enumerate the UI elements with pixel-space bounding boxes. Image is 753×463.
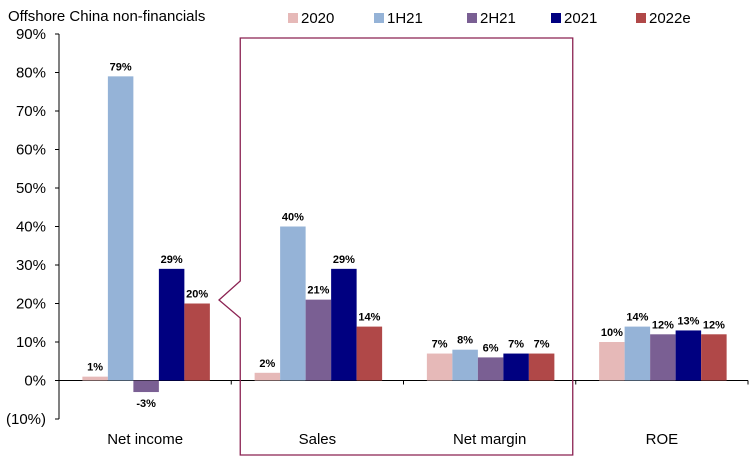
- bar-net-margin-2022e: [528, 353, 555, 381]
- legend-swatch-2022e: [636, 13, 646, 23]
- bar-sales-2020: [254, 372, 281, 381]
- bar-net-income-2h21: [133, 380, 159, 393]
- category-label-sales: Sales: [299, 431, 337, 448]
- legend-swatch-2020: [288, 13, 298, 23]
- data-label-roe-2021: 13%: [677, 315, 699, 327]
- legend-label-2022e: 2022e: [649, 10, 691, 27]
- y-tick-label: 20%: [16, 296, 46, 313]
- data-labels: 1% 79% -3% 29% 20% 2% 40% 21% 29% 14% 7% 8% 6% 7% 7% 10…: [87, 61, 725, 410]
- data-label-net-income-2020: 1%: [87, 362, 103, 374]
- y-tick-label: (10%): [6, 411, 46, 428]
- bar-sales-2021: [331, 268, 357, 381]
- data-label-sales-2021: 29%: [333, 254, 355, 266]
- chart-title: Offshore China non-financials: [8, 8, 205, 25]
- bar-net-income-2021: [158, 268, 185, 381]
- data-label-sales-1h21: 40%: [282, 212, 304, 224]
- bar-net-margin-1h21: [452, 349, 478, 381]
- category-label-roe: ROE: [646, 431, 679, 448]
- data-label-roe-2h21: 12%: [652, 319, 674, 331]
- bar-net-margin-2020: [426, 353, 453, 381]
- data-label-sales-2020: 2%: [259, 358, 275, 370]
- bar-net-margin-2h21: [477, 357, 504, 381]
- data-label-sales-2022e: 14%: [358, 312, 380, 324]
- highlight-frame: [218, 37, 574, 456]
- data-label-roe-1h21: 14%: [626, 312, 648, 324]
- category-label-net-margin: Net margin: [453, 431, 526, 448]
- highlight-box: [218, 37, 574, 456]
- bar-roe-2022e: [701, 334, 727, 381]
- legend-swatch-1h21: [374, 13, 384, 23]
- data-label-net-margin-2022e: 7%: [534, 339, 550, 351]
- y-axis-tick-labels: (10%) 0% 10% 20% 30% 40% 50% 60% 70% 80% 90%: [6, 26, 46, 428]
- y-tick-label: 40%: [16, 219, 46, 236]
- legend-swatch-2h21: [467, 13, 477, 23]
- data-label-net-income-2022e: 20%: [186, 289, 208, 301]
- y-tick-label: 90%: [16, 26, 46, 43]
- data-label-net-margin-1h21: 8%: [457, 335, 473, 347]
- y-tick-label: 60%: [16, 142, 46, 159]
- y-tick-label: 10%: [16, 334, 46, 351]
- data-label-net-margin-2h21: 6%: [483, 342, 499, 354]
- bar-net-margin-2021: [503, 353, 529, 381]
- bars: [82, 76, 727, 393]
- y-tick-label: 30%: [16, 257, 46, 274]
- bar-net-income-1h21: [107, 76, 134, 381]
- legend-label-1h21: 1H21: [387, 10, 423, 27]
- legend-label-2h21: 2H21: [480, 10, 516, 27]
- bar-roe-2h21: [650, 334, 676, 381]
- legend-swatch-2021: [551, 13, 561, 23]
- data-label-net-margin-2020: 7%: [432, 339, 448, 351]
- bar-sales-1h21: [280, 226, 306, 381]
- bar-roe-2021: [675, 330, 702, 381]
- bar-roe-2020: [599, 342, 625, 381]
- legend-label-2020: 2020: [301, 10, 334, 27]
- bar-sales-2022e: [356, 326, 383, 381]
- x-axis-category-labels: Net income Sales Net margin ROE: [107, 431, 678, 448]
- y-tick-label: 50%: [16, 180, 46, 197]
- legend-label-2021: 2021: [564, 10, 597, 27]
- data-label-net-margin-2021: 7%: [508, 339, 524, 351]
- bar-roe-1h21: [624, 326, 651, 381]
- data-label-net-income-2021: 29%: [161, 254, 183, 266]
- legend: 2020 1H21 2H21 2021 2022e: [288, 10, 691, 27]
- data-label-net-income-2h21: -3%: [136, 398, 156, 410]
- bar-sales-2h21: [305, 299, 332, 381]
- bar-net-income-2022e: [184, 303, 210, 381]
- data-label-roe-2020: 10%: [601, 327, 623, 339]
- data-label-net-income-1h21: 79%: [110, 61, 132, 73]
- y-tick-label: 70%: [16, 103, 46, 120]
- y-tick-label: 0%: [24, 373, 46, 390]
- bar-net-income-2020: [82, 376, 108, 381]
- data-label-sales-2h21: 21%: [307, 285, 329, 297]
- category-label-net-income: Net income: [107, 431, 183, 448]
- y-tick-label: 80%: [16, 65, 46, 82]
- data-label-roe-2022e: 12%: [703, 319, 725, 331]
